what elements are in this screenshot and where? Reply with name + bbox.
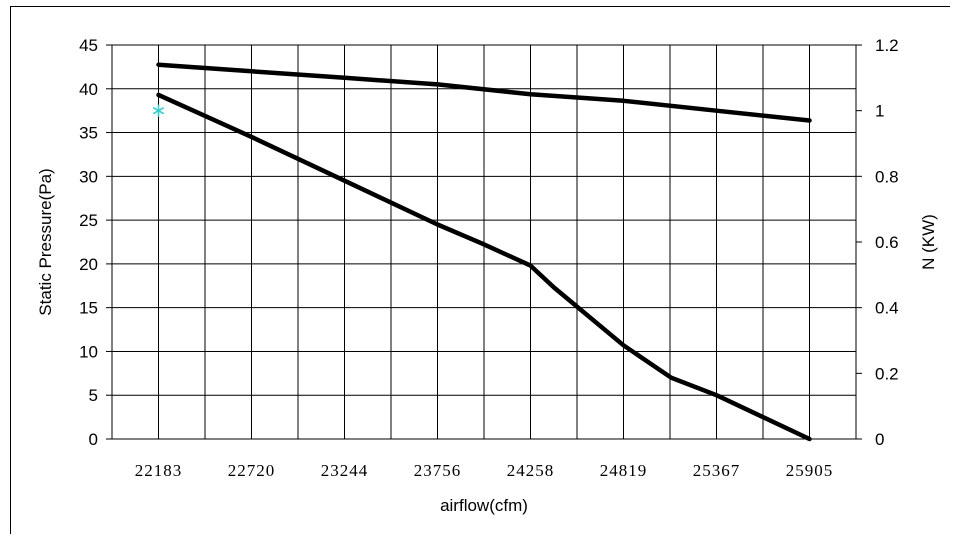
y2-tick-label: 0.6	[875, 233, 899, 252]
y-axis-label: Static Pressure(Pa)	[36, 168, 55, 315]
y2-ticks: 0 0.2 0.4 0.6 0.8 1 1.2	[856, 36, 899, 449]
x-axis-label: airflow(cfm)	[440, 496, 528, 515]
y-tick-label: 10	[79, 342, 98, 361]
x-tick-label: 22720	[228, 461, 276, 480]
x-ticks: 22183 22720 23244 23756 24258 24819 25367 25905	[135, 461, 834, 480]
y-tick-label: 15	[79, 299, 98, 318]
y2-axis-label: N (KW)	[919, 214, 938, 270]
x-tick-label: 25905	[786, 461, 834, 480]
x-tick-label: 24258	[507, 461, 555, 480]
y-tick-label: 0	[89, 430, 98, 449]
power-curve	[156, 62, 812, 123]
asterisk-marker	[152, 104, 165, 117]
y2-tick-label: 0	[875, 430, 884, 449]
pressure-curve	[156, 92, 812, 442]
grid	[112, 44, 856, 440]
x-tick-label: 24819	[600, 461, 648, 480]
y-tick-label: 5	[89, 386, 98, 405]
y2-tick-label: 1.2	[875, 36, 899, 55]
y-tick-label: 45	[79, 36, 98, 55]
chart-frame	[10, 6, 950, 534]
y2-tick-label: 0.8	[875, 167, 899, 186]
y2-tick-label: 0.2	[875, 364, 899, 383]
y2-tick-label: 0.4	[875, 299, 899, 318]
y-tick-label: 35	[79, 124, 98, 143]
series-group	[156, 62, 812, 442]
x-tick-label: 23756	[414, 461, 462, 480]
y2-tick-label: 1	[875, 102, 884, 121]
asterisk-stroke	[152, 106, 165, 115]
y-ticks: 0 5 10 15 20 25 30 35 40 45	[79, 36, 112, 449]
x-tick-label: 22183	[135, 461, 183, 480]
x-tick-label: 23244	[321, 461, 369, 480]
y-tick-label: 20	[79, 255, 98, 274]
y-tick-label: 25	[79, 211, 98, 230]
marker-group	[152, 104, 165, 117]
y-tick-label: 40	[79, 80, 98, 99]
x-tick-label: 25367	[693, 461, 741, 480]
y-tick-label: 30	[79, 167, 98, 186]
